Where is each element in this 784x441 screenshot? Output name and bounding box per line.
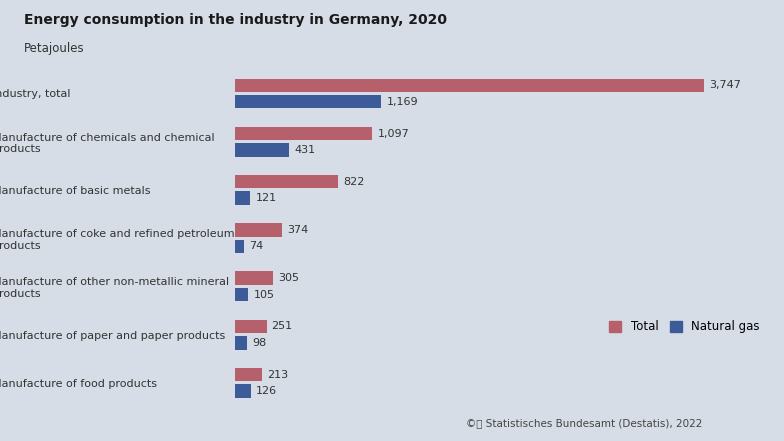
Bar — [235, 175, 338, 188]
Bar — [235, 288, 249, 301]
Bar — [235, 191, 250, 205]
Bar — [235, 239, 245, 253]
Legend: Total, Natural gas: Total, Natural gas — [609, 321, 760, 333]
Text: 213: 213 — [267, 370, 288, 380]
Bar — [235, 384, 251, 398]
Text: © Statistisches Bundesamt (Destatis), 2022: © Statistisches Bundesamt (Destatis), 2… — [466, 418, 702, 428]
Text: 305: 305 — [278, 273, 299, 283]
Bar — [235, 95, 381, 108]
Bar — [235, 143, 289, 157]
Bar — [235, 320, 267, 333]
Text: 126: 126 — [256, 386, 277, 396]
Bar — [235, 127, 372, 140]
Bar — [235, 336, 248, 350]
Bar — [235, 223, 282, 237]
Text: 251: 251 — [271, 321, 292, 331]
Text: 431: 431 — [294, 145, 315, 155]
Text: 1,097: 1,097 — [377, 128, 409, 138]
Text: 374: 374 — [287, 225, 308, 235]
Text: Energy consumption in the industry in Germany, 2020: Energy consumption in the industry in Ge… — [24, 13, 447, 27]
Text: Petajoules: Petajoules — [24, 42, 84, 55]
Text: 121: 121 — [256, 193, 277, 203]
Bar — [235, 78, 704, 92]
Text: 98: 98 — [252, 338, 267, 348]
Text: 74: 74 — [249, 241, 263, 251]
Text: 3,747: 3,747 — [709, 80, 741, 90]
Text: 105: 105 — [253, 290, 274, 299]
Text: 1,169: 1,169 — [387, 97, 418, 107]
Bar — [235, 368, 262, 381]
Text: 822: 822 — [343, 177, 365, 187]
Bar — [235, 271, 274, 285]
